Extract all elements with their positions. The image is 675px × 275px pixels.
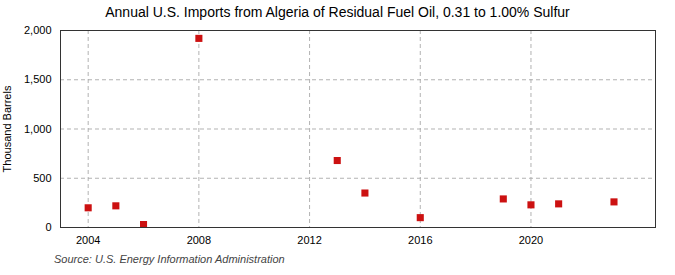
svg-text:2012: 2012 <box>297 234 321 246</box>
svg-text:0: 0 <box>45 221 51 233</box>
svg-text:2,000: 2,000 <box>24 24 52 36</box>
svg-text:2008: 2008 <box>187 234 211 246</box>
svg-text:Thousand Barrels: Thousand Barrels <box>1 85 13 172</box>
svg-text:2004: 2004 <box>76 234 100 246</box>
html-text:Annual U.S. Imports from Alger: Annual U.S. Imports from Algeria of Resi… <box>105 4 570 20</box>
html-text:Source: U.S. Energy Informatio: Source: U.S. Energy Information Administ… <box>54 253 285 265</box>
svg-text:1,000: 1,000 <box>24 123 52 135</box>
svg-text:2016: 2016 <box>408 234 432 246</box>
svg-text:1,500: 1,500 <box>24 73 52 85</box>
svg-text:500: 500 <box>33 172 51 184</box>
svg-text:2020: 2020 <box>519 234 543 246</box>
